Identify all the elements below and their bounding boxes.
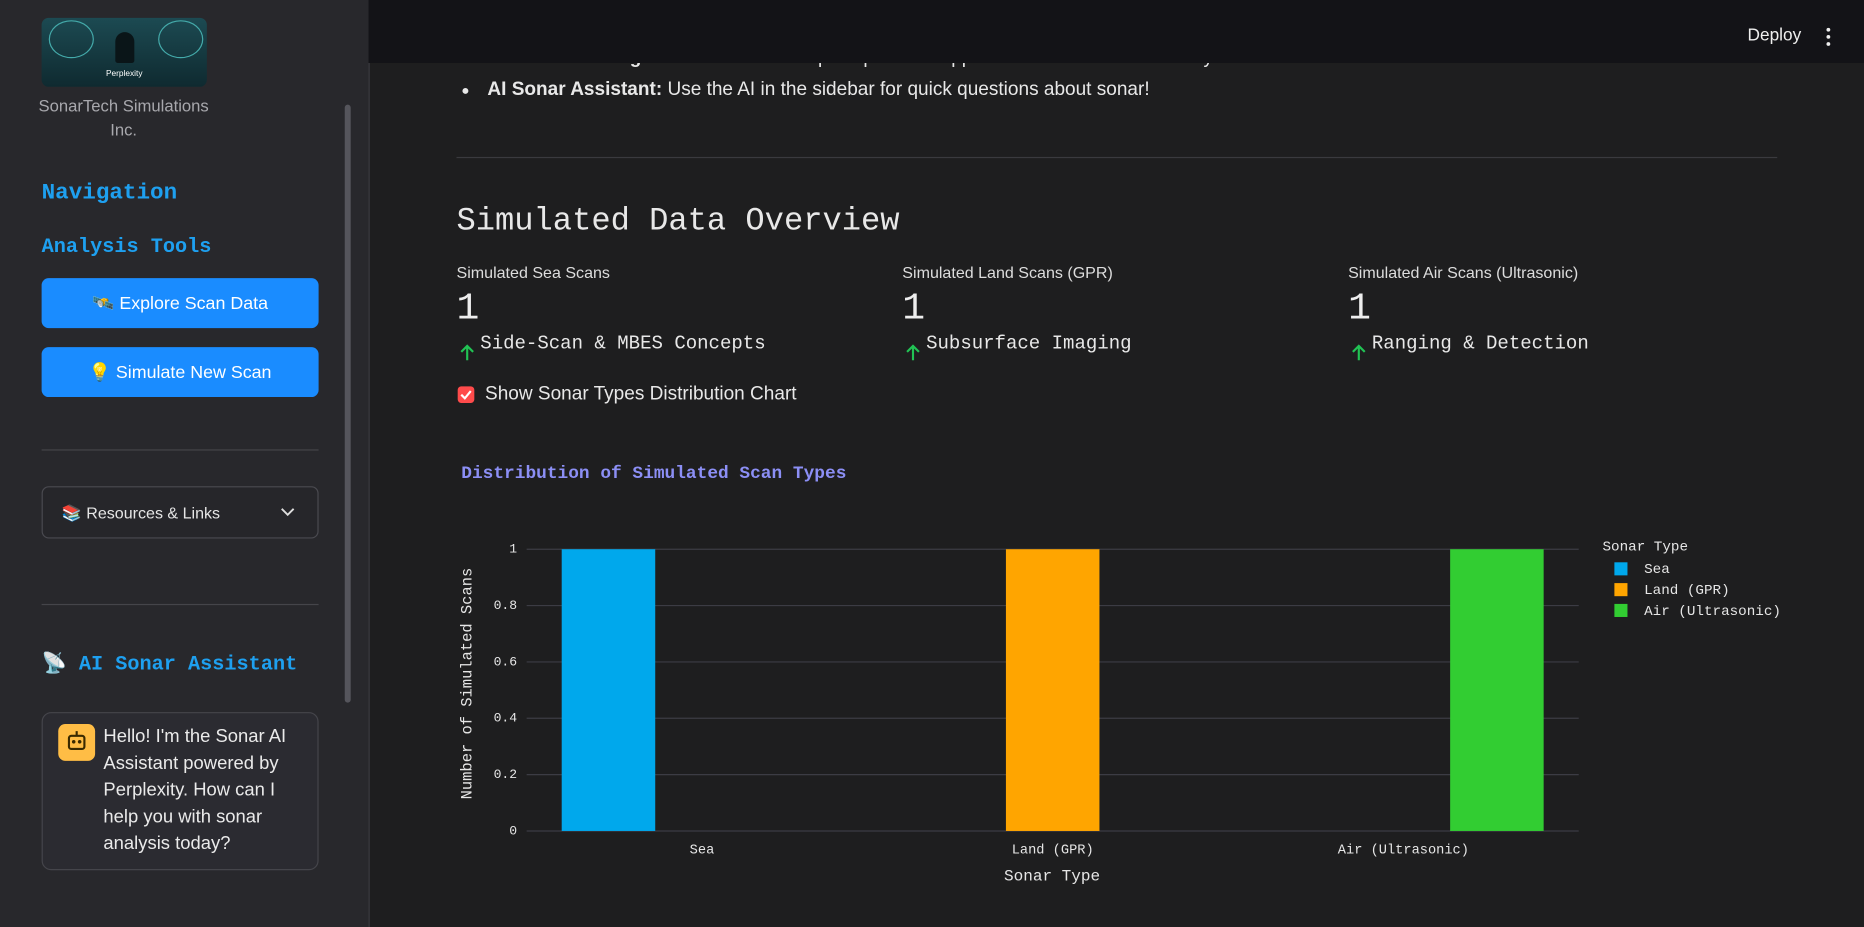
y-tick-label: 0.2 <box>494 767 518 782</box>
divider <box>41 449 319 451</box>
metric-delta: Ranging & Detection <box>1371 332 1589 355</box>
deploy-button[interactable]: Deploy <box>1747 26 1802 46</box>
logo-screen <box>48 20 94 59</box>
simulate-button[interactable]: 💡 Simulate New Scan <box>41 347 319 398</box>
legend-label: Land (GPR) <box>1644 583 1730 599</box>
nav-header: Navigation <box>41 179 178 206</box>
bot-icon <box>67 731 86 751</box>
tools-header: Analysis Tools <box>41 236 212 260</box>
menu-button[interactable] <box>1824 26 1834 47</box>
checkbox-label: Show Sonar Types Distribution Chart <box>485 383 797 405</box>
x-axis-title: Sonar Type <box>1004 867 1100 885</box>
metric-delta: Subsurface Imaging <box>926 332 1132 355</box>
logo-screen <box>158 20 204 59</box>
metric: Simulated Air Scans (Ultrasonic) 1 Rangi… <box>1348 264 1589 354</box>
legend-swatch <box>1614 562 1628 576</box>
chat-text: Hello! I'm the Sonar AI Assistant powere… <box>103 726 287 855</box>
logo-figure <box>115 32 135 64</box>
legend-label: Sea <box>1644 562 1670 578</box>
x-tick-label: Land (GPR) <box>1012 844 1094 859</box>
metric: Simulated Sea Scans 1 Side-Scan & MBES C… <box>456 264 765 354</box>
bar <box>1005 549 1100 831</box>
bar <box>1450 549 1544 831</box>
resources-expander[interactable]: 📚 Resources & Links <box>41 486 319 539</box>
legend-label: Air (Ultrasonic) <box>1644 604 1781 620</box>
bullet: AI Sonar Assistant: Use the AI in the si… <box>462 79 1150 101</box>
metric-value: 1 <box>456 286 480 331</box>
chart-title: Distribution of Simulated Scan Types <box>461 464 846 484</box>
y-tick-label: 0 <box>509 823 517 838</box>
scrollbar[interactable] <box>344 104 351 703</box>
metric-value: 1 <box>902 286 926 331</box>
y-tick-label: 1 <box>509 542 517 557</box>
metric-value: 1 <box>1348 286 1371 331</box>
expander-label: 📚 Resources & Links <box>61 504 221 522</box>
legend-swatch <box>1614 603 1628 617</box>
metric-delta: Side-Scan & MBES Concepts <box>480 332 766 355</box>
chart: Distribution of Simulated Scan Types Son… <box>458 464 1781 886</box>
chevron <box>281 508 295 517</box>
y-tick-label: 0.4 <box>494 711 518 726</box>
assistant-header: 📡 AI Sonar Assistant <box>41 653 298 677</box>
bot-avatar <box>58 723 96 761</box>
bar <box>561 549 656 831</box>
y-tick-label: 0.6 <box>494 654 518 669</box>
bullet-text: Use the AI in the sidebar for quick ques… <box>667 79 1150 100</box>
metric-label: Simulated Sea Scans <box>456 263 610 282</box>
logo-text: Perplexity <box>105 70 143 79</box>
company-name: SonarTech Simulations Inc. <box>38 96 209 139</box>
metric: Simulated Land Scans (GPR) 1 Subsurface … <box>902 264 1131 354</box>
y-tick-label: 0.8 <box>494 598 518 613</box>
divider <box>456 156 1778 159</box>
metric-label: Simulated Air Scans (Ultrasonic) <box>1348 263 1579 282</box>
checkbox[interactable] <box>457 386 475 404</box>
x-tick-label: Air (Ultrasonic) <box>1338 844 1469 859</box>
legend-title: Sonar Type <box>1603 540 1689 556</box>
divider <box>41 603 319 606</box>
delta-arrows <box>460 344 1366 361</box>
chat-message: Hello! I'm the Sonar AI Assistant powere… <box>41 712 319 871</box>
top-bar: Deploy <box>368 0 1864 64</box>
legend-swatch <box>1614 583 1628 597</box>
y-axis-title: Number of Simulated Scans <box>458 568 476 800</box>
sidebar: Perplexity SonarTech Simulations Inc. Na… <box>0 0 370 927</box>
logo: Perplexity <box>41 17 207 87</box>
explore-button[interactable]: 🛰️ Explore Scan Data <box>41 278 319 329</box>
check-icon <box>460 390 472 400</box>
x-tick-label: Sea <box>690 844 715 859</box>
bullet-bold: AI Sonar Assistant: <box>487 79 663 100</box>
metric-label: Simulated Land Scans (GPR) <box>902 263 1113 282</box>
section-title: Simulated Data Overview <box>456 204 900 241</box>
